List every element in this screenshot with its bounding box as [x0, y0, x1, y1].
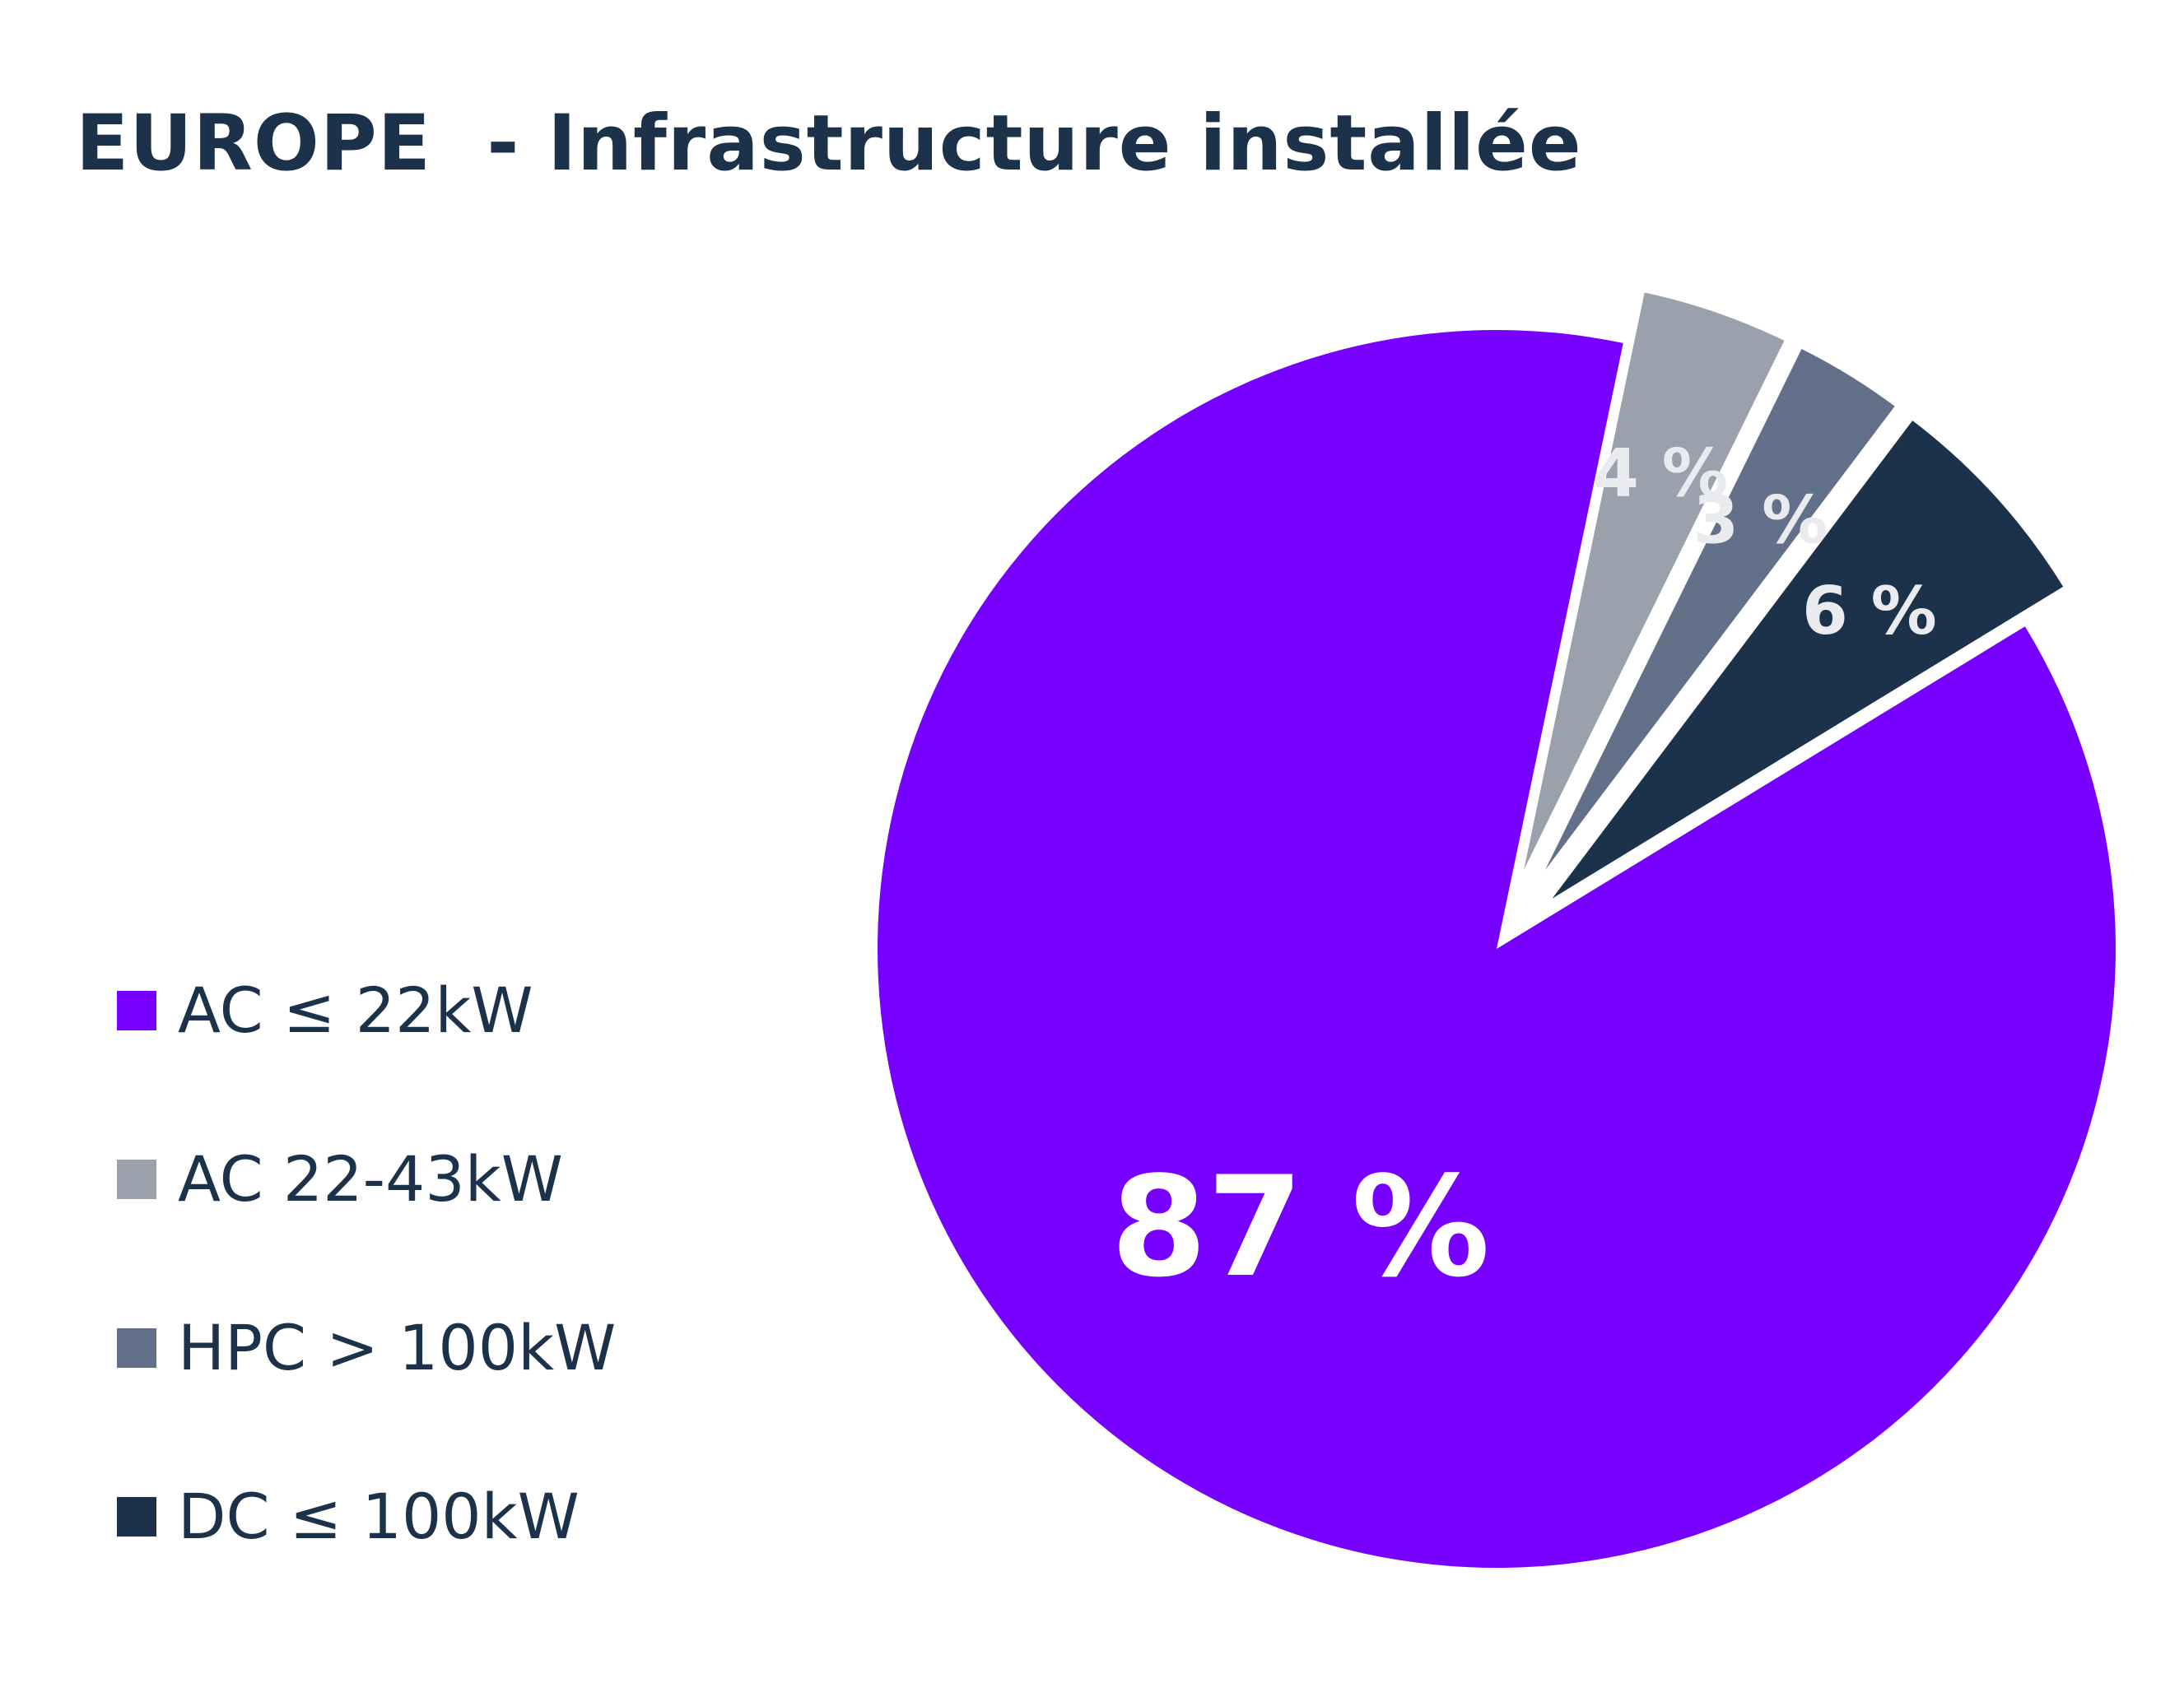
legend-item-dc-100kw: DC ≤ 100kW: [117, 1485, 580, 1548]
legend-item-ac-22-43kw: AC 22-43kW: [117, 1148, 563, 1211]
pie-slice-hpc-100kw: [1524, 340, 1904, 902]
legend-item-ac-22kw: AC ≤ 22kW: [117, 979, 533, 1042]
legend-swatch-hpc-100kw: [117, 1328, 156, 1368]
pie-label-dc-100kw: 6 %: [1802, 573, 1937, 649]
pie-slice-dc-100kw: [1536, 411, 2073, 914]
legend-label-dc-100kw: DC ≤ 100kW: [178, 1480, 580, 1553]
pie-label-ac-22kw: 87 %: [1111, 1146, 1490, 1308]
legend-item-hpc-100kw: HPC > 100kW: [117, 1317, 616, 1379]
chart-title: EUROPE - Infrastructure installée: [76, 99, 1582, 188]
pie-slice-ac-22-43kw: [1511, 284, 1794, 896]
legend-swatch-ac-22-43kw: [117, 1160, 156, 1199]
legend-label-ac-22-43kw: AC 22-43kW: [178, 1142, 563, 1216]
legend-label-ac-22kw: AC ≤ 22kW: [178, 974, 533, 1047]
legend-label-hpc-100kw: HPC > 100kW: [178, 1311, 617, 1384]
legend-swatch-dc-100kw: [117, 1497, 156, 1537]
legend-swatch-ac-22kw: [117, 991, 156, 1030]
pie-label-ac-22-43kw: 4 %: [1593, 435, 1728, 511]
pie-label-hpc-100kw: 3 %: [1693, 482, 1828, 559]
pie-slice-ac-22kw: [878, 330, 2116, 1568]
